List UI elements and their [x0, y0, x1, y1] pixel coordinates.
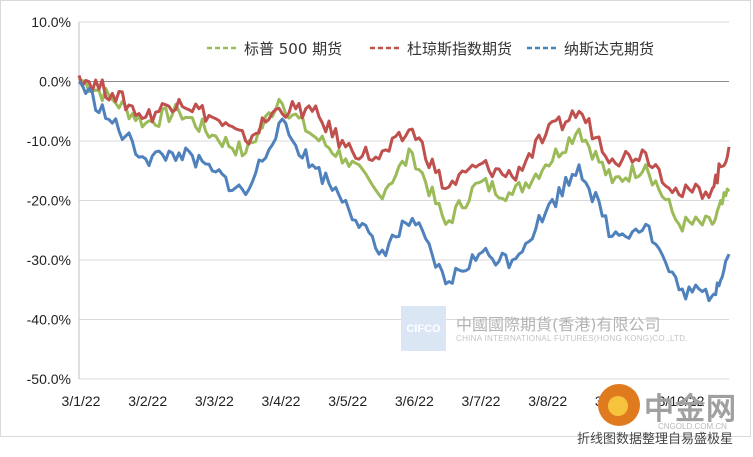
- x-tick-label: 3/5/22: [328, 393, 367, 409]
- x-tick-label: 3/1/22: [62, 393, 101, 409]
- chart-caption: 折线图数据整理自易盛极星: [576, 432, 733, 447]
- legend: 标普 500 期货 杜琼斯指数期货 纳斯达克期货: [207, 40, 654, 58]
- y-tick-label: -10.0%: [27, 133, 71, 149]
- line-chart: 10.0%0.0%-10.0%-20.0%-30.0%-40.0%-50.0% …: [27, 14, 731, 409]
- gridlines: [79, 21, 729, 380]
- chart-frame: [0, 0, 751, 437]
- cngold-url: CNGOLD.COM.CN: [658, 422, 727, 431]
- series-line: [77, 75, 731, 200]
- series-lines: [77, 75, 731, 303]
- y-axis: 10.0% 0.0% -10.0% -20.0% -30.0% -40.0% -50.0%: [27, 14, 80, 387]
- cngold-emblem-icon: [598, 384, 640, 426]
- x-tick-label: 3/2/22: [128, 393, 167, 409]
- x-tick-label: 3/4/22: [262, 393, 301, 409]
- legend-label: 纳斯达克期货: [564, 40, 654, 58]
- y-tick-label: -20.0%: [27, 193, 71, 209]
- y-tick-label: -50.0%: [27, 371, 71, 387]
- y-tick-label: -40.0%: [27, 312, 71, 328]
- cifco-watermark-name: 中國國際期貨(香港)有限公司: [456, 315, 661, 334]
- x-tick-label: 3/3/22: [195, 393, 234, 409]
- x-tick-label: 3/6/22: [395, 393, 434, 409]
- x-tick-label: 3/10/22: [658, 393, 705, 409]
- legend-label: 杜琼斯指数期货: [407, 40, 512, 58]
- cifco-watermark-name-en: CHINA INTERNATIONAL FUTURES(HONG KONG)CO…: [456, 334, 688, 343]
- cngold-logo: 中金网 CNGOLD.COM.CN: [598, 382, 748, 434]
- y-tick-label: -30.0%: [27, 252, 71, 268]
- y-tick-label: 0.0%: [39, 74, 71, 90]
- series-line: [78, 77, 731, 233]
- cifco-watermark-logo: CIFCO: [401, 306, 446, 351]
- x-axis: 3/1/22 3/2/22 3/3/22 3/4/22 3/5/22 3/6/22 3/7/…: [62, 81, 729, 409]
- x-tick-label: 3/7/22: [462, 393, 501, 409]
- cngold-name: 中金网: [644, 392, 737, 427]
- series-line: [77, 80, 731, 303]
- y-tick-label: 10.0%: [31, 14, 71, 30]
- legend-label: 标普 500 期货: [244, 40, 342, 58]
- x-tick-label: 3/8/22: [528, 393, 567, 409]
